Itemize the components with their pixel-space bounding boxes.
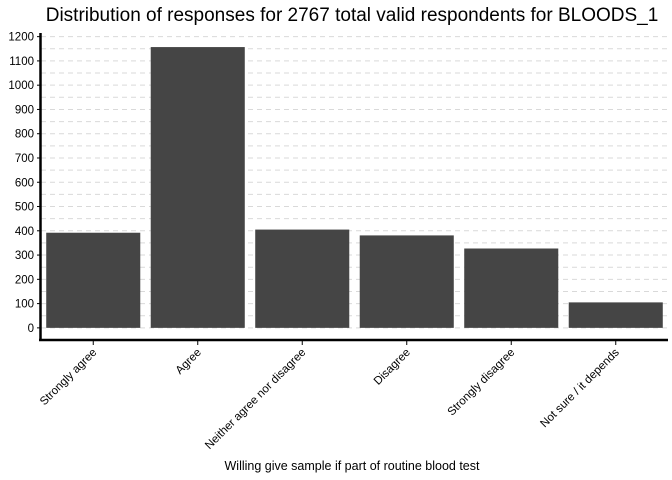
y-tick-label: 700 <box>15 153 34 165</box>
y-tick-label: 200 <box>15 274 34 286</box>
bar <box>464 248 559 328</box>
bar <box>359 235 454 328</box>
bar <box>150 47 245 328</box>
y-tick-label: 1200 <box>8 32 34 44</box>
y-tick-label: 500 <box>15 202 34 214</box>
x-axis-ticks: Strongly agree Agree Neither agree nor dis… <box>38 340 622 452</box>
bar <box>568 302 663 328</box>
y-axis-ticks: 0 100 200 300 400 500 600 700 800 900 1000 1100 1200 <box>8 32 41 335</box>
gridlines <box>41 36 668 329</box>
x-tick-label: Neither agree nor disagree <box>203 347 308 452</box>
x-axis-label: Willing give sample if part of routine b… <box>225 459 481 473</box>
chart-title: Distribution of responses for 2767 total… <box>46 5 659 26</box>
y-tick-label: 0 <box>28 323 34 335</box>
x-tick-label: Agree <box>174 347 204 377</box>
y-tick-label: 1000 <box>8 80 34 92</box>
y-tick-label: 800 <box>15 129 34 141</box>
y-tick-label: 1100 <box>9 56 34 68</box>
y-tick-label: 400 <box>15 226 34 238</box>
x-tick-label: Disagree <box>372 347 413 388</box>
y-tick-label: 900 <box>15 104 34 116</box>
x-tick-label: Strongly disagree <box>446 347 518 419</box>
y-tick-label: 300 <box>15 250 34 262</box>
y-tick-label: 600 <box>15 177 34 189</box>
x-tick-label: Strongly agree <box>38 347 99 408</box>
bar <box>46 232 141 328</box>
y-tick-label: 100 <box>15 299 34 311</box>
bars <box>46 47 663 328</box>
x-tick-label: Not sure / it depends <box>538 346 622 430</box>
bar <box>255 229 350 328</box>
